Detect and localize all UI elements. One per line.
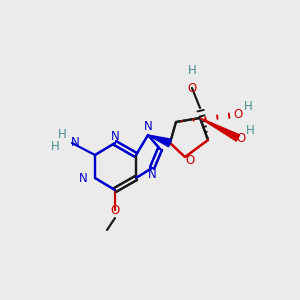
Text: H: H	[188, 64, 196, 76]
Text: O: O	[185, 154, 195, 167]
Polygon shape	[148, 135, 171, 147]
Text: O: O	[233, 109, 243, 122]
Text: N: N	[79, 172, 88, 184]
Text: H: H	[246, 124, 254, 136]
Text: O: O	[110, 203, 120, 217]
Text: H: H	[51, 140, 59, 154]
Text: N: N	[144, 121, 152, 134]
Text: O: O	[236, 131, 246, 145]
Polygon shape	[200, 118, 240, 141]
Text: H: H	[58, 128, 66, 142]
Text: H: H	[244, 100, 252, 112]
Text: N: N	[111, 130, 119, 142]
Text: N: N	[70, 136, 80, 149]
Text: N: N	[148, 169, 156, 182]
Text: O: O	[188, 82, 196, 94]
